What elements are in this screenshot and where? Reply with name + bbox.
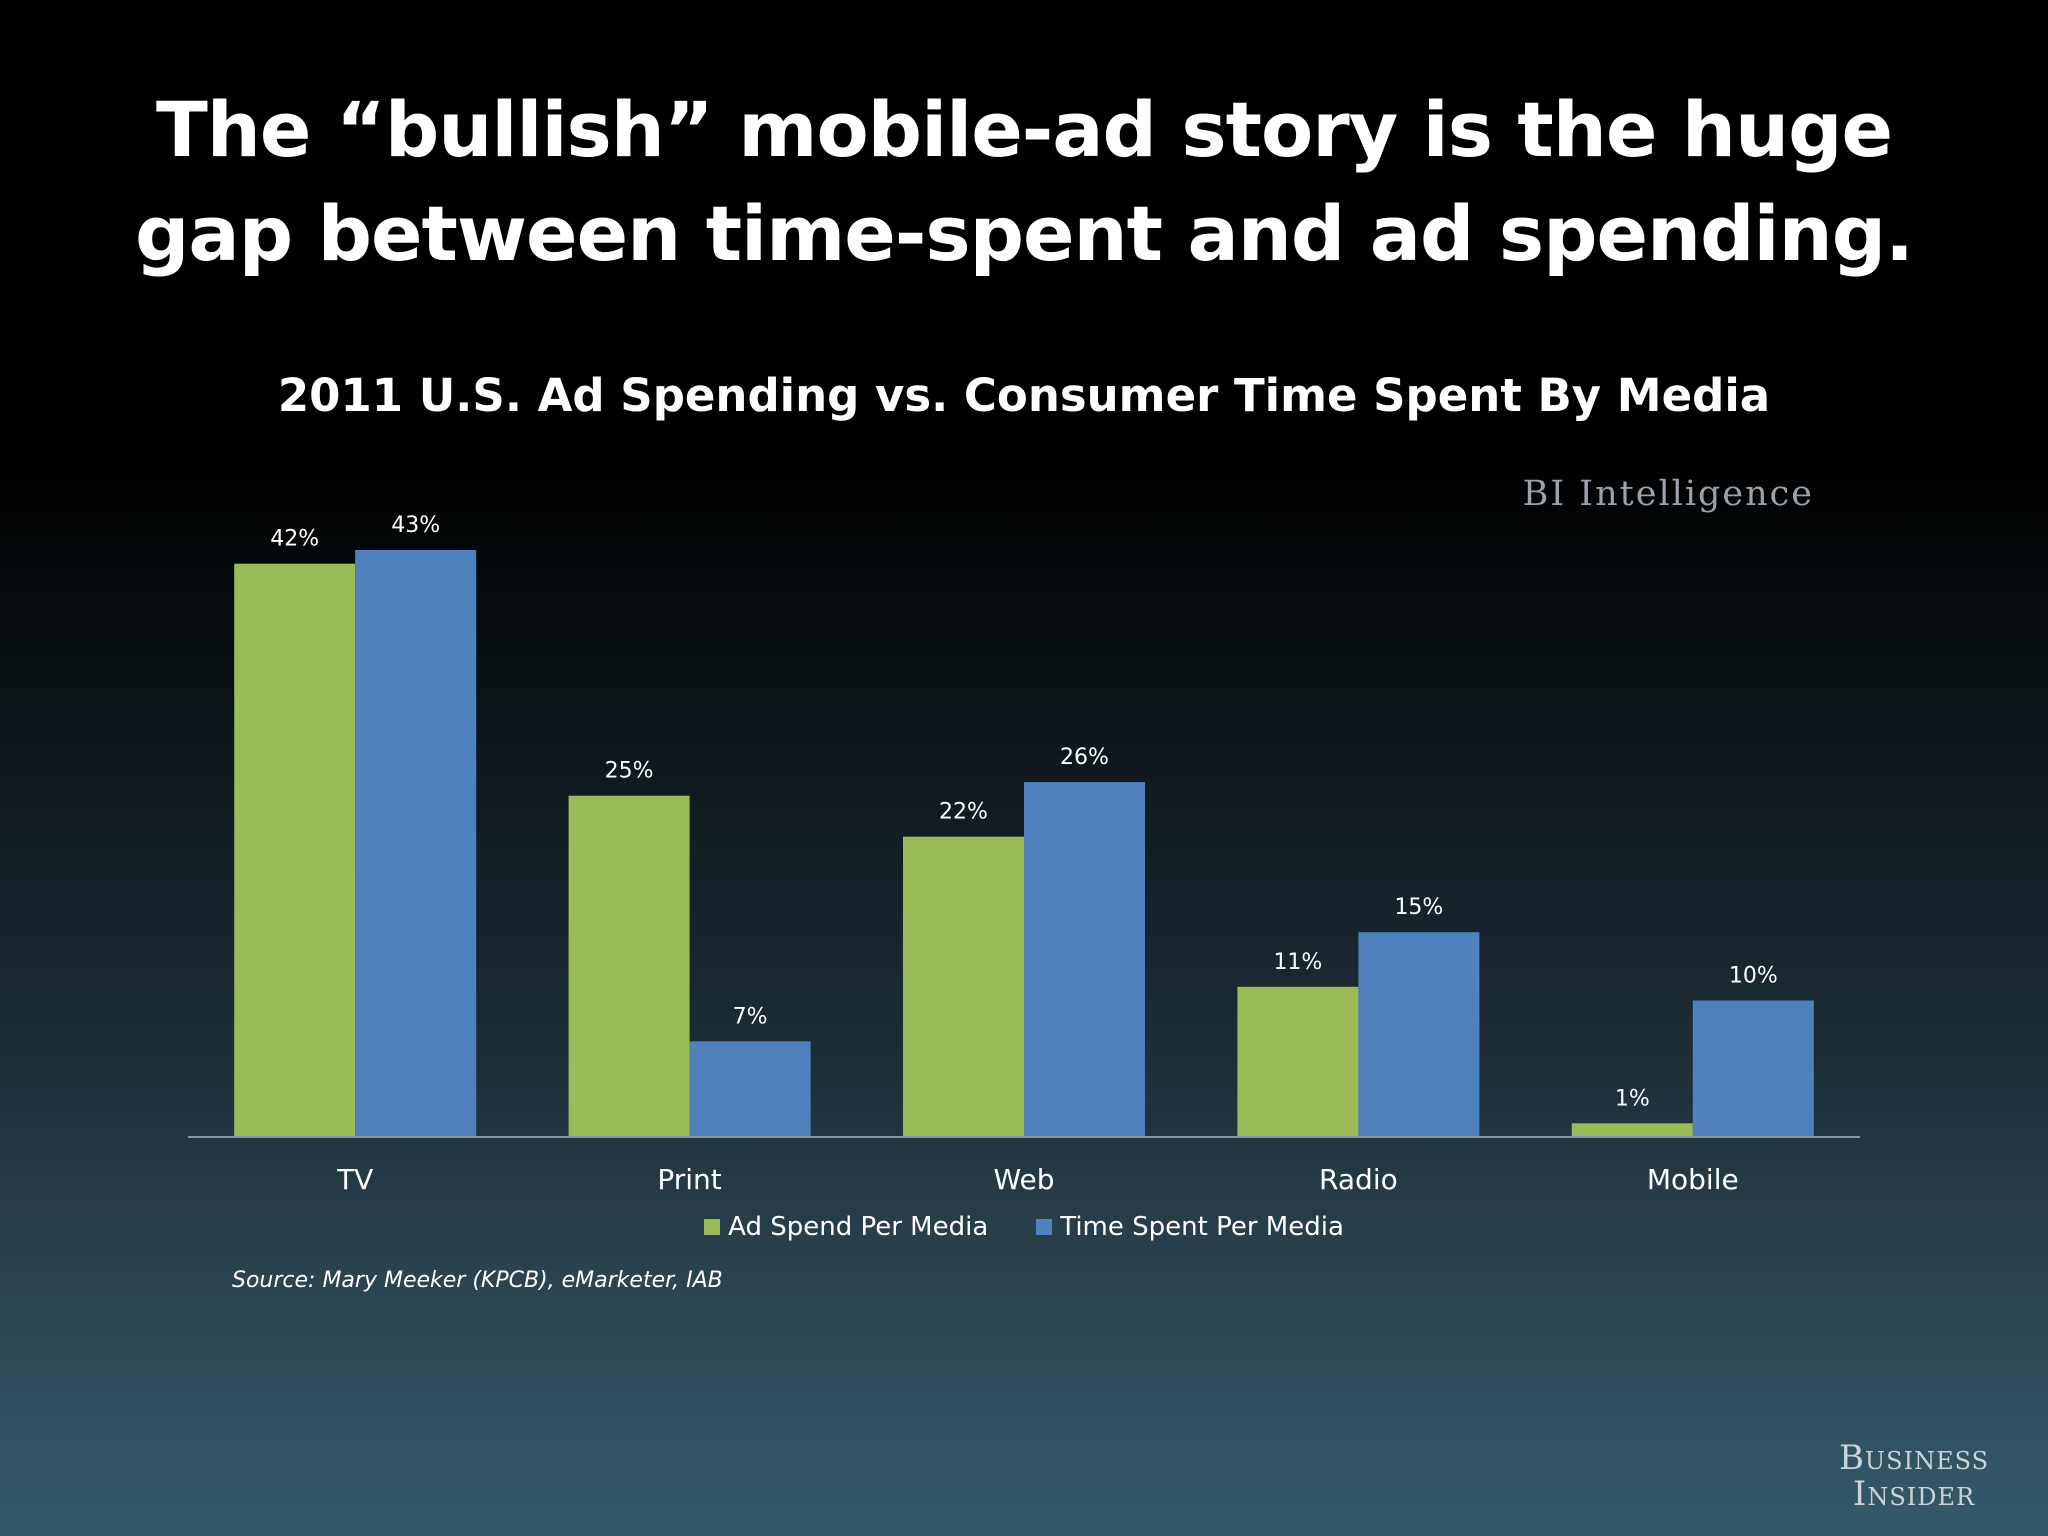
slide-title-line-1: The “bullish” mobile-ad story is the hug… (155, 85, 1893, 174)
data-label-tv-ad-spend: 42% (270, 527, 319, 552)
bar-web-ad-spend (903, 836, 1024, 1137)
data-label-radio-ad-spend: 11% (1273, 950, 1322, 975)
data-label-print-time-spent: 7% (733, 1004, 768, 1029)
x-tick-label-mobile: Mobile (1647, 1163, 1739, 1196)
data-label-mobile-time-spent: 10% (1729, 964, 1778, 989)
chart-legend: Ad Spend Per Media Time Spent Per Media (0, 1212, 2048, 1242)
legend-label-ad-spend: Ad Spend Per Media (728, 1212, 989, 1242)
x-tick-label-print: Print (657, 1163, 721, 1196)
x-tick-label-web: Web (993, 1163, 1054, 1196)
bar-mobile-ad-spend (1571, 1123, 1693, 1137)
source-note: Source: Mary Meeker (KPCB), eMarketer, I… (232, 1268, 723, 1293)
data-label-web-time-spent: 26% (1060, 745, 1109, 770)
legend-swatch-ad-spend (704, 1219, 721, 1235)
bar-print-time-spent (689, 1041, 811, 1137)
legend-swatch-time-spent (1036, 1219, 1053, 1235)
chart-title: 2011 U.S. Ad Spending vs. Consumer Time … (277, 369, 1771, 422)
slide-title-line-2: gap between time-spent and ad spending. (135, 189, 1914, 278)
data-label-print-ad-spend: 25% (605, 759, 654, 784)
bar-print-ad-spend (568, 795, 690, 1137)
business-insider-logo: Business Insider (1826, 1440, 2002, 1512)
logo-line-2: Insider (1852, 1474, 1976, 1514)
legend-label-time-spent: Time Spent Per Media (1060, 1212, 1344, 1242)
data-label-mobile-ad-spend: 1% (1615, 1086, 1650, 1111)
legend-item-time-spent: Time Spent Per Media (1036, 1212, 1344, 1242)
data-label-radio-time-spent: 15% (1394, 895, 1443, 920)
bar-tv-time-spent (355, 550, 477, 1137)
bi-intelligence-watermark: BI Intelligence (1522, 474, 1814, 514)
slide-title: The “bullish” mobile-ad story is the hug… (0, 78, 2048, 286)
bar-radio-time-spent (1358, 932, 1480, 1137)
logo-line-1: Business (1838, 1438, 1990, 1478)
bar-web-time-spent (1024, 782, 1145, 1137)
data-label-tv-time-spent: 43% (391, 513, 440, 538)
bar-tv-ad-spend (234, 563, 356, 1137)
data-label-web-ad-spend: 22% (939, 800, 988, 825)
legend-item-ad-spend: Ad Spend Per Media (704, 1212, 988, 1242)
x-tick-label-radio: Radio (1319, 1163, 1398, 1196)
bar-mobile-time-spent (1692, 1000, 1814, 1137)
x-tick-label-tv: TV (336, 1163, 373, 1196)
bar-radio-ad-spend (1237, 986, 1359, 1137)
